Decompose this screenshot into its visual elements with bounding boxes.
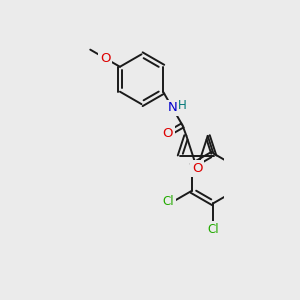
Text: Cl: Cl (163, 195, 174, 208)
Text: N: N (168, 101, 177, 114)
Text: Cl: Cl (208, 223, 219, 236)
Text: O: O (100, 52, 110, 65)
Text: H: H (178, 98, 187, 112)
Text: O: O (192, 162, 202, 175)
Text: O: O (163, 128, 173, 140)
